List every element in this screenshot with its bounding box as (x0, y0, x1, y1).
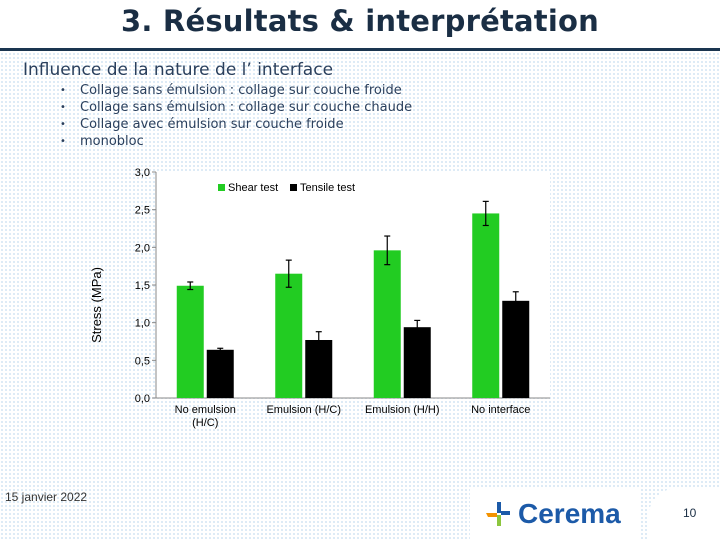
bar-tensile (305, 339, 333, 398)
y-tick-label: 1,0 (135, 318, 150, 330)
legend-swatch (290, 184, 297, 191)
bar-shear (373, 250, 401, 398)
y-tick-label: 3,0 (135, 167, 150, 179)
y-tick-label: 2,0 (135, 242, 150, 254)
bar-shear (275, 273, 303, 398)
x-tick-label: Emulsion (H/H) (365, 404, 440, 416)
bullet-item: • Collage sans émulsion : collage sur cou… (60, 82, 412, 99)
legend-label: Tensile test (300, 182, 355, 194)
bullet-list: • Collage sans émulsion : collage sur cou… (60, 82, 412, 150)
y-tick-label: 2,5 (135, 205, 150, 217)
bullet-dot: • (60, 119, 66, 130)
bullet-item: • monobloc (60, 133, 412, 150)
x-tick-label: (H/C) (192, 417, 218, 429)
bar-shear (176, 285, 204, 398)
bullet-dot: • (60, 85, 66, 96)
chart-svg: 0,0 0,5 1,0 1,5 2,0 2,5 3,0 Stress (MPa) No emul… (89, 167, 550, 429)
legend-label: Shear test (228, 182, 278, 194)
title-bar (0, 0, 720, 50)
logo-text: Cerema (518, 498, 621, 529)
x-tick-label: No interface (471, 404, 530, 416)
y-tick-label: 0,0 (135, 393, 150, 405)
slide-title: 3. Résultats & interprétation (121, 4, 599, 38)
bar-tensile (403, 327, 431, 398)
bullet-text: monobloc (80, 134, 144, 149)
bar-tensile (502, 300, 530, 398)
page-number: 10 (683, 506, 697, 520)
slide-subtitle: Influence de la nature de l’ interface (23, 60, 334, 80)
bullet-item: • Collage sans émulsion : collage sur cou… (60, 99, 412, 116)
bar-tensile (206, 349, 234, 398)
bullet-dot: • (60, 136, 66, 147)
x-tick-label: No emulsion (175, 404, 236, 416)
bullet-dot: • (60, 102, 66, 113)
page-number-tab (648, 488, 720, 540)
bar-chart: 0,0 0,5 1,0 1,5 2,0 2,5 3,0 Stress (MPa) No emul… (80, 160, 560, 440)
x-tick-label: Emulsion (H/C) (266, 404, 341, 416)
bar-shear (472, 213, 500, 398)
title-divider (0, 48, 720, 51)
logo-area (470, 488, 640, 540)
bullet-item: • Collage avec émulsion sur couche froide (60, 116, 412, 133)
cerema-logo-icon (486, 502, 510, 526)
bullet-text: Collage sans émulsion : collage sur couc… (80, 100, 413, 115)
y-tick-label: 0,5 (135, 355, 150, 367)
legend-swatch (218, 184, 225, 191)
y-tick-label: 1,5 (135, 280, 150, 292)
footer-date: 15 janvier 2022 (5, 490, 88, 504)
bullet-text: Collage sans émulsion : collage sur couc… (80, 83, 402, 98)
y-axis-label: Stress (MPa) (89, 267, 104, 343)
bullet-text: Collage avec émulsion sur couche froide (80, 117, 344, 132)
